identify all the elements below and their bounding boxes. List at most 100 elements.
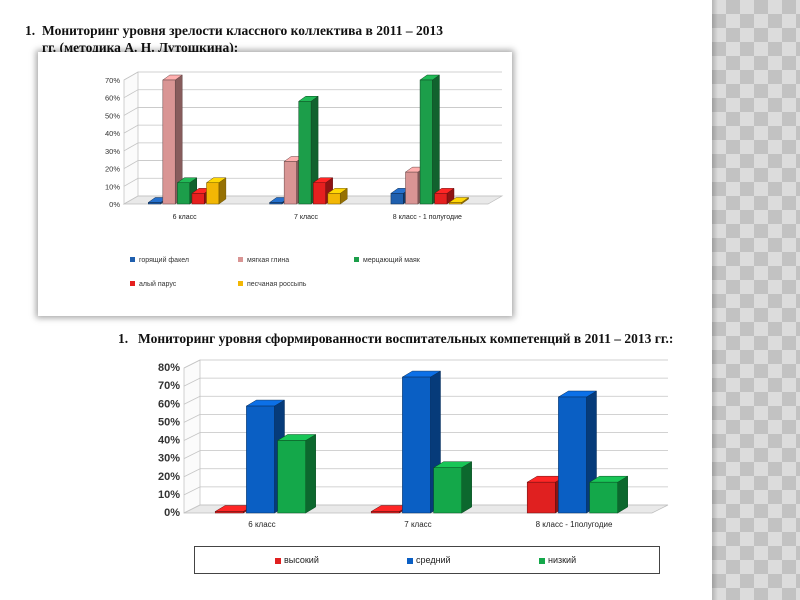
chart1-bar-front <box>283 161 297 205</box>
chart2-bar-side <box>586 390 597 514</box>
chart2-bar-front <box>277 440 306 514</box>
chart1-bar-front <box>177 182 191 205</box>
chart2-ytick-label: 80% <box>158 362 180 374</box>
chart1-bar-front <box>162 79 176 205</box>
chart2-bar-front <box>589 481 618 514</box>
chart2-gridline <box>183 486 668 496</box>
chart2-bar-side <box>555 475 566 514</box>
chart1-gridline <box>123 107 502 116</box>
chart2-bar-front <box>214 511 244 514</box>
chart2-gridline <box>183 377 668 387</box>
chart1-legend-swatch <box>354 257 359 262</box>
chart1-category-label: 6 класс <box>173 214 197 221</box>
chart2-legend-item: средний <box>407 555 451 565</box>
chart1-gridline <box>123 124 502 134</box>
chart2-bar-top <box>557 390 598 398</box>
chart2-gridline <box>183 468 668 478</box>
chart2-legend-swatch <box>407 557 413 564</box>
chart2-bar-front <box>402 376 431 514</box>
chart1-legend-swatch <box>130 257 135 262</box>
chart1-legend-label: мерцающий маяк <box>363 256 421 264</box>
chart1-gridline <box>123 195 502 205</box>
chart1-ytick-label: 10% <box>105 182 120 191</box>
chart1-legend-label: мягкая глина <box>247 257 289 264</box>
chart2-heading: 1. Мониторинг уровня сформированности во… <box>118 330 698 347</box>
chart1-ytick-label: 30% <box>105 147 120 156</box>
chart2-bar-side <box>274 399 285 514</box>
chart2-bar <box>432 461 473 514</box>
chart1-category-label: 8 класс - 1 полугодие <box>393 214 462 221</box>
chart1-heading-text: Мониторинг уровня зрелости классного кол… <box>42 23 443 55</box>
checkered-sidebar-decoration <box>712 0 800 600</box>
chart2-ytick-label: 40% <box>158 435 180 447</box>
chart2-bar-front <box>246 405 275 514</box>
chart2-bar-top <box>588 475 629 483</box>
chart1-gridline <box>123 160 502 169</box>
chart1-legend-swatch <box>238 281 243 286</box>
chart1-bar-front <box>298 101 312 205</box>
chart1-legend-label: алый парус <box>139 280 177 288</box>
chart2-heading-number: 1. <box>118 331 129 346</box>
chart1-bar <box>312 177 334 205</box>
chart1-gridline <box>123 142 502 152</box>
chart2-legend-item: низкий <box>539 555 576 565</box>
chart1-bar <box>327 187 348 205</box>
chart2-ytick-label: 30% <box>158 453 180 465</box>
chart2-gridline <box>183 413 668 423</box>
chart1-gridline <box>123 177 502 187</box>
chart1-legend-swatch <box>130 281 135 286</box>
chart2-legend-label: низкий <box>548 555 577 565</box>
chart1-bar-front <box>269 202 283 205</box>
chart1-bar-front <box>448 202 462 205</box>
chart2-bar <box>276 434 317 514</box>
chart2-ytick-label: 50% <box>158 416 180 428</box>
chart2-bar-side <box>461 461 472 514</box>
chart2-bar-side <box>305 434 316 514</box>
chart1-category-label: 7 класс <box>294 214 318 221</box>
chart1-bar-front <box>148 202 161 205</box>
chart1-bar <box>448 197 470 205</box>
chart2-bar-top <box>526 475 567 483</box>
chart2-bar-top <box>245 399 286 407</box>
chart2-bar-side <box>399 505 410 514</box>
chart2-bar-top <box>214 505 255 512</box>
chart2-floor <box>183 504 669 514</box>
chart2-legend-swatch <box>539 557 545 564</box>
chart1-legend-label: горящий факел <box>139 256 189 264</box>
chart1-legend-swatch <box>238 257 243 262</box>
chart2-gridline <box>183 504 668 514</box>
chart1-bar-front <box>313 182 326 205</box>
chart1-bar-front <box>206 182 220 205</box>
chart2-ytick-label: 20% <box>158 471 180 483</box>
chart2-bar-top <box>432 461 473 468</box>
chart2-category-label: 8 класс - 1полугодие <box>536 520 613 529</box>
chart2-bar-front <box>370 511 400 514</box>
chart2-bar-top <box>370 505 411 512</box>
chart1-heading-number: 1. <box>25 23 36 38</box>
chart1-bar <box>162 74 183 205</box>
chart1-bar-front <box>191 193 205 205</box>
chart2-gridline <box>183 395 668 405</box>
chart1-ytick-label: 20% <box>105 165 120 174</box>
chart1-bar <box>297 95 319 205</box>
chart1-bar-front <box>390 193 404 205</box>
chart1-bar-front <box>327 193 341 205</box>
chart1-heading: 1. Мониторинг уровня зрелости классного … <box>25 22 455 56</box>
chart2-bar <box>557 390 598 514</box>
chart2-bar <box>588 475 629 514</box>
chart2-legend-item: высокий <box>275 555 319 565</box>
chart1-ytick-label: 70% <box>105 76 120 85</box>
chart1-bar-front <box>419 79 433 205</box>
chart2-ytick-label: 0% <box>164 507 180 519</box>
chart1-side-wall <box>123 71 139 205</box>
chart2-bar <box>245 399 286 514</box>
chart2-ytick-label: 10% <box>158 489 180 501</box>
chart2-bar <box>526 475 567 514</box>
chart1-ytick-label: 40% <box>105 129 120 138</box>
chart2-legend: высокий средний низкий <box>194 546 660 574</box>
chart2-bar-front <box>526 481 556 514</box>
chart2-bar-top <box>276 434 317 441</box>
chart1-gridline <box>123 71 502 81</box>
chart1-bar <box>205 177 227 205</box>
chart2-bar <box>214 505 255 514</box>
